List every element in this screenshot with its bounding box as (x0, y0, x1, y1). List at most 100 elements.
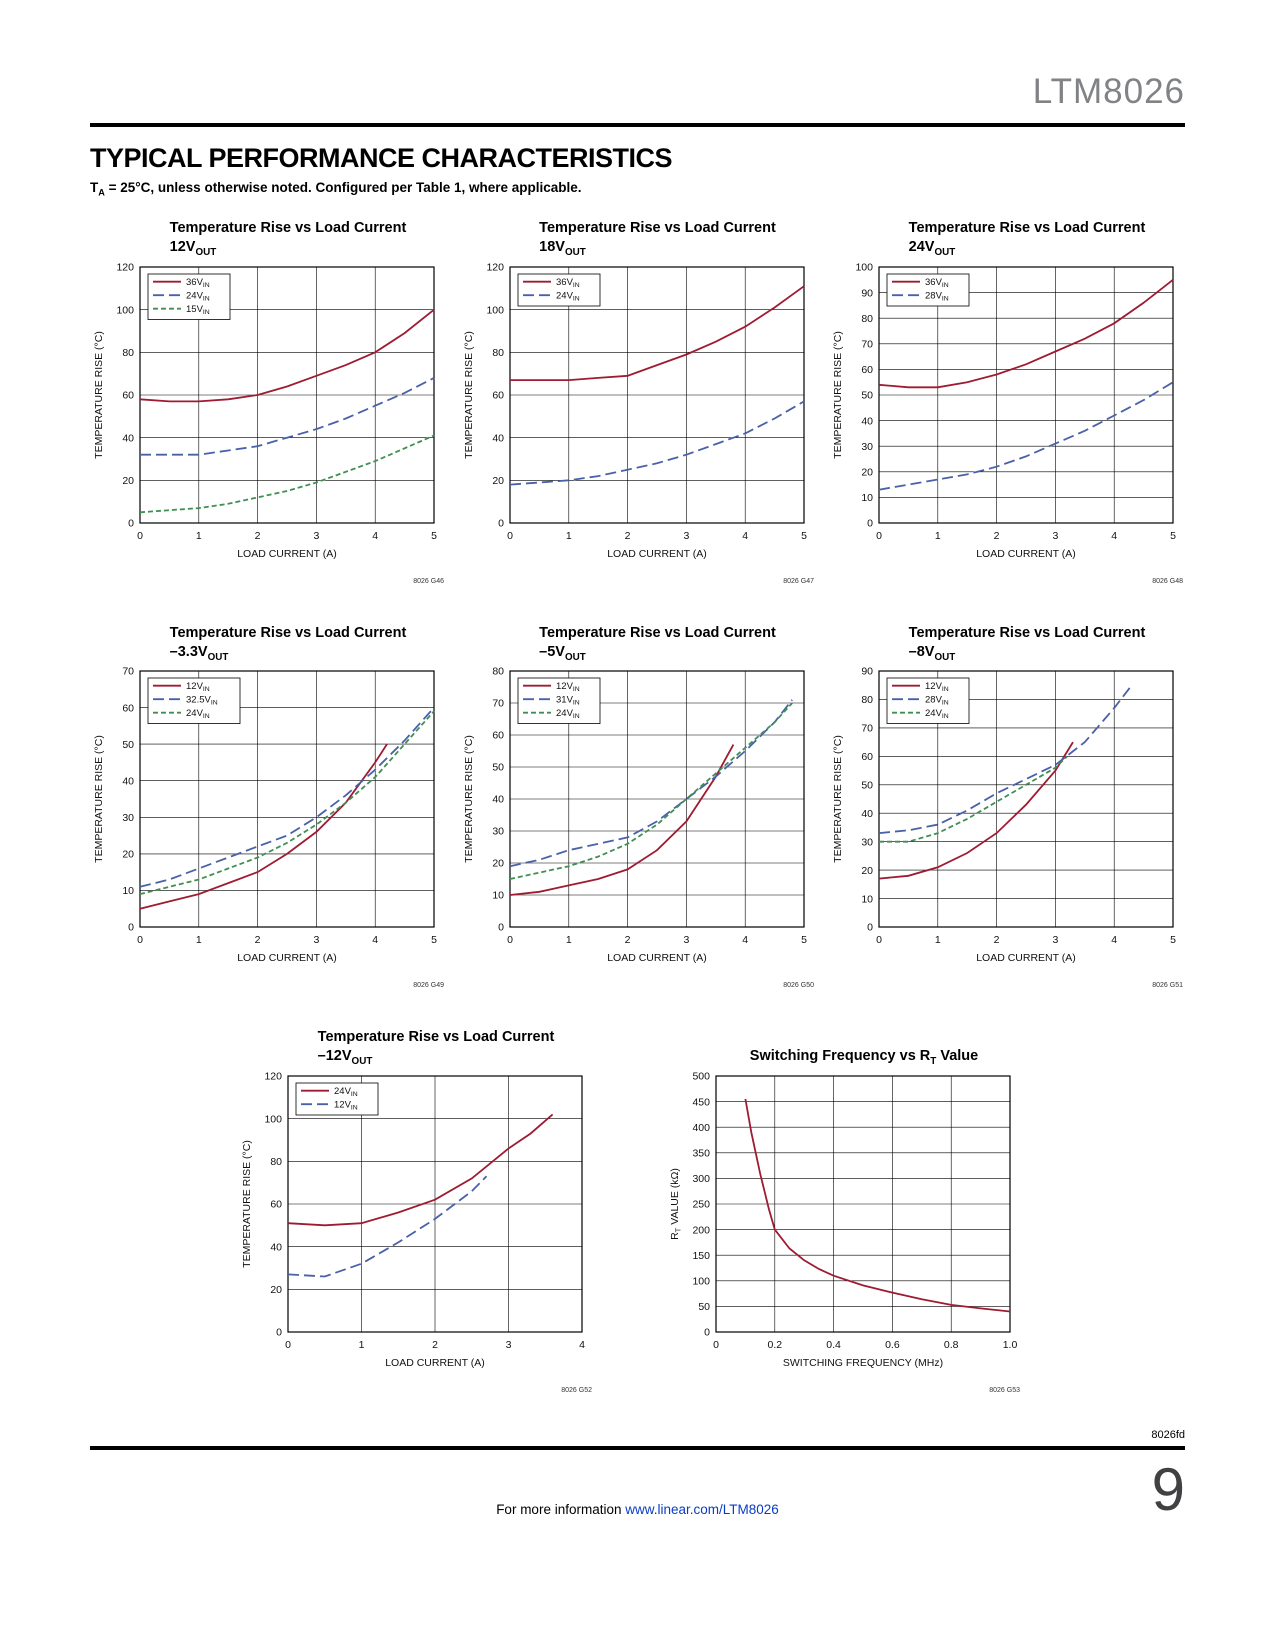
chart-plot-g52: 0 1 2 3 4 0 20 40 60 80 100 120 LOAD CURRENT (A) TE… (238, 1068, 594, 1403)
svg-text:20: 20 (270, 1284, 282, 1296)
svg-text:8026 G53: 8026 G53 (989, 1387, 1020, 1394)
svg-text:4: 4 (742, 934, 748, 946)
svg-text:36VIN​: 36VIN​ (186, 277, 210, 289)
chart-title-block: Temperature Rise vs Load Current 24VOUT (829, 219, 1185, 257)
svg-text:0.2: 0.2 (767, 1339, 782, 1351)
chart-g53: Switching Frequency vs RT Value 0 0.2 0.4 0… (666, 1047, 1022, 1403)
svg-text:5: 5 (431, 934, 437, 946)
footer-info-text: For more information (496, 1502, 626, 1518)
svg-text:24VIN​: 24VIN​ (334, 1086, 358, 1098)
chart-plot-g51: 0 1 2 3 4 5 0 10 20 30 40 50 60 70 80 90 LOAD CURRENT (… (829, 663, 1185, 998)
section-subtitle: TA = 25°C, unless otherwise noted. Confi… (90, 180, 582, 198)
svg-text:5: 5 (431, 530, 437, 542)
chart-subtitle: 18VOUT (539, 238, 586, 258)
svg-text:2: 2 (255, 934, 261, 946)
svg-text:0: 0 (128, 517, 134, 529)
svg-text:4: 4 (372, 530, 378, 542)
svg-text:0: 0 (137, 934, 143, 946)
svg-text:8026 G51: 8026 G51 (1152, 982, 1183, 989)
svg-text:TEMPERATURE RISE (°C): TEMPERATURE RISE (°C) (93, 331, 105, 459)
svg-text:SWITCHING FREQUENCY (MHz): SWITCHING FREQUENCY (MHz) (783, 1357, 943, 1369)
svg-text:400: 400 (692, 1122, 710, 1134)
svg-text:50: 50 (861, 389, 873, 401)
svg-text:50: 50 (698, 1301, 710, 1313)
svg-text:TEMPERATURE RISE (°C): TEMPERATURE RISE (°C) (463, 331, 475, 459)
svg-text:36VIN​: 36VIN​ (925, 277, 949, 289)
chart-g48: Temperature Rise vs Load Current 24VOUT 0… (829, 219, 1185, 594)
svg-text:100: 100 (116, 304, 134, 316)
chart-title-block: Temperature Rise vs Load Current 12VOUT (90, 219, 446, 257)
svg-text:1: 1 (359, 1339, 365, 1351)
svg-text:TEMPERATURE RISE (°C): TEMPERATURE RISE (°C) (463, 736, 475, 864)
svg-text:20: 20 (861, 466, 873, 478)
footer-rule (90, 1446, 1185, 1451)
svg-text:0: 0 (507, 934, 513, 946)
chart-g51: Temperature Rise vs Load Current –8VOUT 0… (829, 624, 1185, 999)
svg-text:LOAD CURRENT (A): LOAD CURRENT (A) (976, 952, 1076, 964)
svg-text:100: 100 (264, 1113, 282, 1125)
svg-text:3: 3 (683, 530, 689, 542)
svg-text:60: 60 (270, 1199, 282, 1211)
svg-text:10: 10 (861, 894, 873, 906)
svg-text:80: 80 (861, 694, 873, 706)
svg-text:100: 100 (692, 1276, 710, 1288)
chart-subtitle: 24VOUT (908, 238, 956, 258)
chart-subtitle: –8VOUT (908, 643, 956, 663)
page-number: 9 (1151, 1456, 1185, 1524)
chart-subtitle: –5VOUT (539, 643, 586, 663)
svg-text:3: 3 (313, 934, 319, 946)
svg-text:0.4: 0.4 (826, 1339, 841, 1351)
svg-text:60: 60 (861, 751, 873, 763)
svg-text:300: 300 (692, 1173, 710, 1185)
svg-text:70: 70 (861, 338, 873, 350)
chart-title: Temperature Rise vs Load Current (539, 220, 776, 236)
chart-canvas-g53: 0 0.2 0.4 0.6 0.8 1.0 0 50 100 150 200 250 300 350 400… (669, 1071, 1020, 1394)
svg-text:RT​ VALUE (kΩ): RT​ VALUE (kΩ) (669, 1168, 682, 1240)
svg-text:350: 350 (692, 1148, 710, 1160)
svg-text:20: 20 (861, 865, 873, 877)
chart-plot-g50: 0 1 2 3 4 5 0 10 20 30 40 50 60 70 80 LOAD CURRENT (A)… (460, 663, 816, 998)
svg-text:2: 2 (255, 530, 261, 542)
svg-text:70: 70 (861, 723, 873, 735)
page-header: LTM8026 (90, 74, 1185, 127)
header-rule (90, 123, 1185, 127)
svg-text:8026 G46: 8026 G46 (413, 578, 444, 585)
svg-text:0: 0 (276, 1327, 282, 1339)
svg-text:LOAD CURRENT (A): LOAD CURRENT (A) (976, 548, 1076, 560)
svg-text:40: 40 (861, 808, 873, 820)
svg-text:60: 60 (122, 389, 134, 401)
svg-text:60: 60 (122, 703, 134, 715)
svg-text:20: 20 (122, 849, 134, 861)
svg-text:250: 250 (692, 1199, 710, 1211)
chart-canvas-g46: 0 1 2 3 4 5 0 20 40 60 80 100 120 LOAD CURRENT (A) T… (93, 261, 444, 585)
svg-text:30: 30 (492, 826, 504, 838)
footer-link[interactable]: www.linear.com/LTM8026 (625, 1502, 779, 1518)
chart-row-3: Temperature Rise vs Load Current –12VOUT … (90, 1028, 1185, 1403)
chart-row-2: Temperature Rise vs Load Current –3.3VOUT… (90, 624, 1185, 999)
svg-text:60: 60 (492, 730, 504, 742)
svg-text:50: 50 (492, 762, 504, 774)
svg-text:1: 1 (935, 530, 941, 542)
svg-text:50: 50 (861, 780, 873, 792)
svg-text:10: 10 (861, 492, 873, 504)
svg-text:LOAD CURRENT (A): LOAD CURRENT (A) (237, 548, 337, 560)
svg-text:4: 4 (372, 934, 378, 946)
chart-subtitle: –12VOUT (317, 1048, 373, 1068)
doc-id: 8026fd (1151, 1429, 1185, 1442)
svg-text:36VIN​: 36VIN​ (556, 277, 580, 289)
chart-title: Switching Frequency vs RT Value (749, 1048, 979, 1068)
svg-text:30: 30 (861, 837, 873, 849)
svg-text:0: 0 (876, 934, 882, 946)
chart-subtitle: –3.3VOUT (169, 643, 229, 663)
svg-text:40: 40 (492, 794, 504, 806)
svg-text:70: 70 (492, 698, 504, 710)
page-footer: 8026fd For more information www.linear.c… (90, 1429, 1185, 1590)
svg-text:4: 4 (1111, 530, 1117, 542)
svg-text:80: 80 (492, 666, 504, 678)
svg-text:30: 30 (122, 812, 134, 824)
svg-text:24VIN​: 24VIN​ (556, 290, 580, 302)
svg-text:TEMPERATURE RISE (°C): TEMPERATURE RISE (°C) (241, 1140, 253, 1268)
svg-text:0: 0 (507, 530, 513, 542)
svg-text:0.8: 0.8 (944, 1339, 959, 1351)
